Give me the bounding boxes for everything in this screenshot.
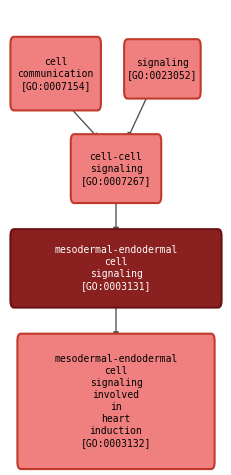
FancyBboxPatch shape: [70, 134, 161, 203]
FancyBboxPatch shape: [10, 229, 221, 308]
FancyBboxPatch shape: [124, 39, 200, 99]
Text: mesodermal-endodermal
cell
signaling
[GO:0003131]: mesodermal-endodermal cell signaling [GO…: [54, 246, 177, 291]
FancyBboxPatch shape: [10, 37, 100, 111]
FancyBboxPatch shape: [17, 333, 214, 469]
Text: mesodermal-endodermal
cell
signaling
involved
in
heart
induction
[GO:0003132]: mesodermal-endodermal cell signaling inv…: [54, 354, 177, 448]
Text: cell
communication
[GO:0007154]: cell communication [GO:0007154]: [17, 57, 94, 91]
Text: cell-cell
signaling
[GO:0007267]: cell-cell signaling [GO:0007267]: [80, 152, 151, 186]
Text: signaling
[GO:0023052]: signaling [GO:0023052]: [127, 58, 197, 80]
